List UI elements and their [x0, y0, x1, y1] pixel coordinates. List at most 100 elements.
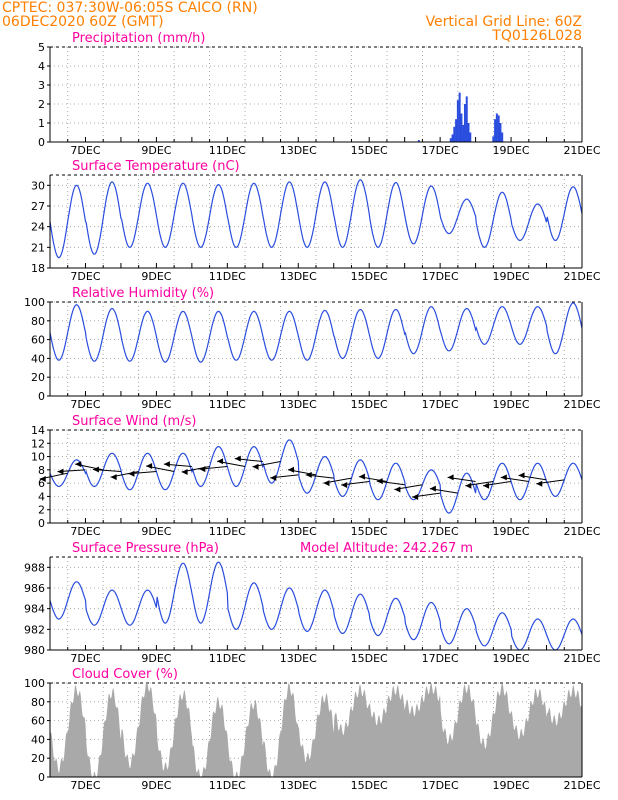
xtick-label-temp: 21DEC [563, 270, 600, 283]
precip-bar [462, 124, 465, 142]
xtick-label-rh: 7DEC [70, 398, 100, 411]
wind-arrow-head [394, 486, 401, 493]
precip-bar [451, 134, 454, 142]
xtick-label-temp: 17DEC [422, 270, 459, 283]
wind-arrow-head [252, 463, 259, 470]
ytick-precip: 0 [38, 136, 45, 149]
xtick-label-cloud: 21DEC [563, 779, 600, 792]
xtick-label-cloud: 13DEC [280, 779, 317, 792]
wind-arrow-head [181, 468, 188, 475]
wind-arrow-head [288, 466, 294, 473]
precip-bar [460, 113, 463, 142]
wind-arrow-head [57, 468, 64, 475]
xtick-label-rh: 11DEC [209, 398, 246, 411]
grid-line-note: Vertical Grid Line: 60Z [425, 14, 582, 30]
xtick-label-precip: 15DEC [351, 144, 388, 157]
xtick-label-pres: 7DEC [70, 652, 100, 665]
precip-bar [499, 123, 502, 142]
precip-bar [465, 96, 468, 142]
panel-rh [47, 301, 583, 397]
xtick-label-temp: 7DEC [70, 270, 100, 283]
ytick-wind: 0 [38, 517, 45, 530]
title-pres: Surface Pressure (hPa) [72, 541, 219, 556]
wind-arrow-head [39, 475, 46, 482]
precip-bar [501, 132, 504, 142]
xtick-label-temp: 9DEC [141, 270, 171, 283]
ytick-temp: 27 [31, 200, 45, 213]
station-title: CPTEC: 037:30W-06:05S CAICO (RN) [2, 0, 258, 16]
xtick-label-pres: 13DEC [280, 652, 317, 665]
precip-bar [469, 132, 472, 142]
xtick-label-wind: 11DEC [209, 525, 246, 538]
xtick-label-pres: 15DEC [351, 652, 388, 665]
ytick-precip: 1 [38, 117, 45, 130]
xtick-label-wind: 7DEC [70, 525, 100, 538]
panel-pres [47, 556, 583, 651]
wind-arrow-head [341, 481, 348, 488]
xtick-label-precip: 9DEC [141, 144, 171, 157]
ytick-pres: 980 [24, 644, 45, 657]
ytick-pres: 982 [24, 623, 45, 636]
precip-bar [449, 138, 452, 142]
xtick-label-rh: 21DEC [563, 398, 600, 411]
xtick-label-rh: 19DEC [493, 398, 530, 411]
xtick-label-cloud: 9DEC [141, 779, 171, 792]
ytick-temp: 30 [31, 179, 45, 192]
ytick-cloud: 80 [31, 696, 45, 709]
xtick-label-pres: 11DEC [209, 652, 246, 665]
xtick-label-cloud: 11DEC [209, 779, 246, 792]
xtick-label-pres: 21DEC [563, 652, 600, 665]
ytick-temp: 18 [31, 262, 45, 275]
xtick-label-precip: 7DEC [70, 144, 100, 157]
title-precip: Precipitation (mm/h) [72, 31, 205, 46]
series-pres [49, 561, 583, 651]
wind-arrow-head [270, 474, 277, 481]
wind-arrow-head [447, 474, 454, 481]
xtick-label-precip: 17DEC [422, 144, 459, 157]
ytick-precip: 5 [38, 41, 45, 54]
wind-arrow-head [199, 466, 206, 473]
xtick-label-wind: 21DEC [563, 525, 600, 538]
xtick-label-pres: 17DEC [422, 652, 459, 665]
precip-bar [467, 123, 470, 142]
wind-arrow-head [358, 473, 365, 480]
xtick-label-cloud: 17DEC [422, 779, 459, 792]
ytick-rh: 20 [31, 371, 45, 384]
wind-arrow-head [323, 480, 330, 487]
ytick-rh: 60 [31, 334, 45, 347]
series-rh [49, 302, 583, 363]
wind-arrow-head [376, 478, 383, 485]
xtick-label-wind: 9DEC [141, 525, 171, 538]
ytick-wind: 14 [31, 424, 45, 437]
xtick-label-temp: 15DEC [351, 270, 388, 283]
wind-arrow-head [429, 485, 436, 492]
xtick-label-rh: 13DEC [280, 398, 317, 411]
precip-bar [453, 126, 456, 142]
xtick-label-temp: 19DEC [493, 270, 530, 283]
ytick-rh: 0 [38, 390, 45, 403]
forecast-date: 06DEC2020 60Z (GMT) [2, 14, 164, 30]
precip-bar [455, 119, 458, 142]
ytick-wind: 12 [31, 437, 45, 450]
wind-arrow-head [217, 458, 224, 465]
panel-temp [47, 174, 583, 269]
wind-arrow-head [146, 462, 153, 469]
xtick-label-precip: 19DEC [493, 144, 530, 157]
wind-arrow-head [500, 474, 507, 481]
ytick-rh: 100 [24, 296, 45, 309]
panel-precip [47, 46, 583, 143]
title-wind: Surface Wind (m/s) [72, 414, 196, 429]
wind-arrow-head [128, 470, 135, 477]
ytick-rh: 40 [31, 352, 45, 365]
wind-arrow-head [234, 455, 241, 462]
wind-arrow-head [483, 482, 490, 489]
xtick-label-cloud: 7DEC [70, 779, 100, 792]
wind-arrow-head [518, 472, 525, 479]
xtick-label-precip: 21DEC [563, 144, 600, 157]
wind-arrow-head [163, 461, 170, 468]
xtick-label-cloud: 15DEC [351, 779, 388, 792]
precip-bar [417, 140, 420, 142]
wind-arrow-head [465, 482, 472, 489]
wind-arrow-head [110, 474, 117, 481]
